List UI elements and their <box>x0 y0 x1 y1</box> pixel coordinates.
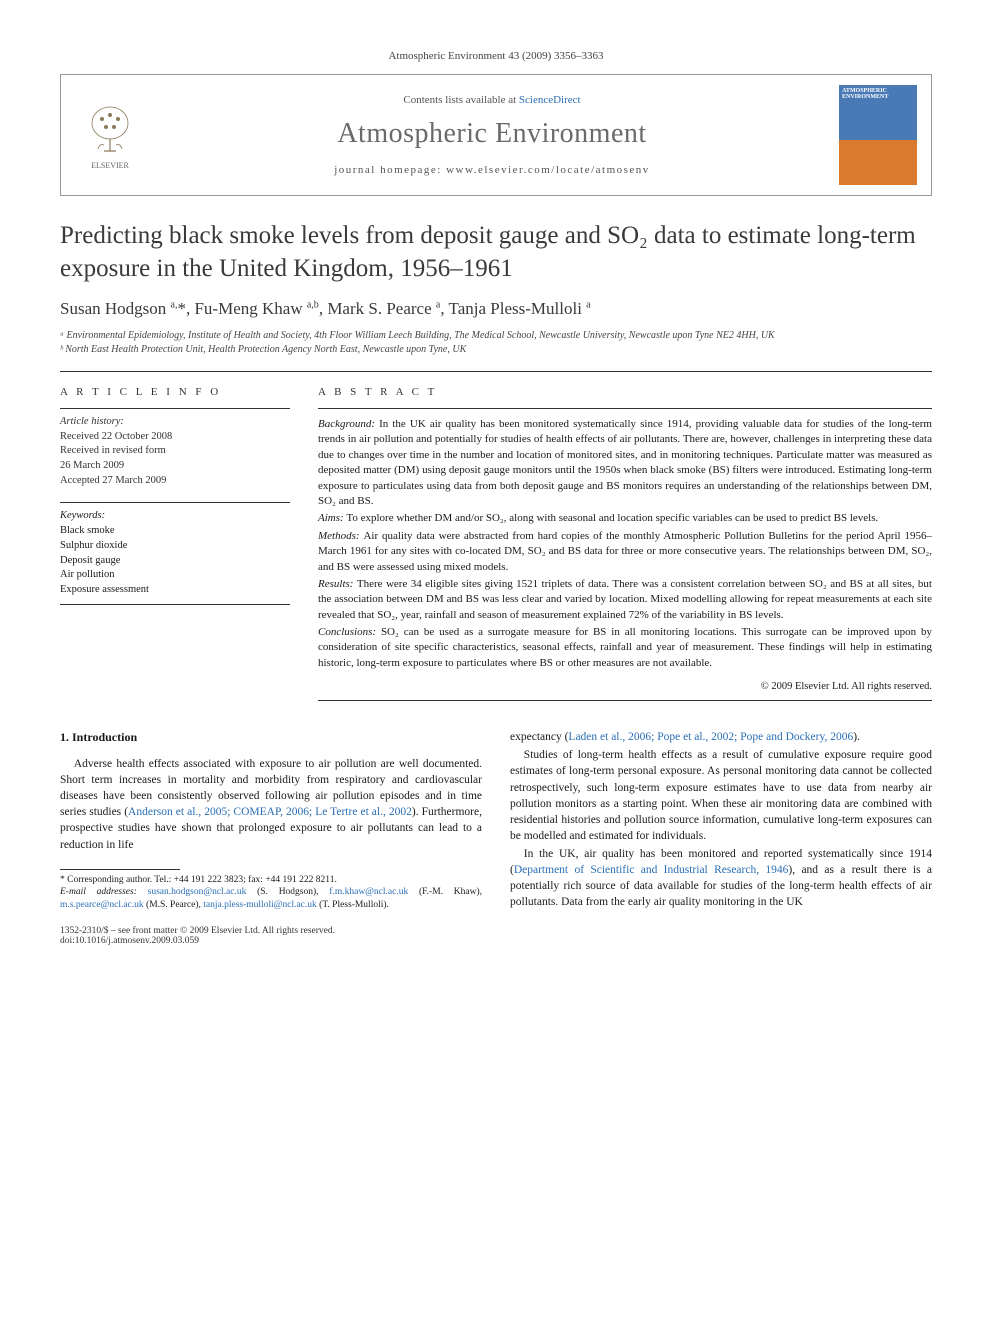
elsevier-tree-icon <box>80 101 140 161</box>
citation-text: Atmospheric Environment 43 (2009) 3356–3… <box>388 50 603 62</box>
keywords-head: Keywords: <box>60 509 290 524</box>
email-addresses: E-mail addresses: susan.hodgson@ncl.ac.u… <box>60 886 482 912</box>
keyword: Exposure assessment <box>60 583 290 598</box>
journal-cover-thumb: ATMOSPHERIC ENVIRONMENT <box>839 85 917 185</box>
sciencedirect-link[interactable]: ScienceDirect <box>519 94 581 106</box>
footer-block: 1352-2310/$ – see front matter © 2009 El… <box>60 926 932 946</box>
publisher-name: ELSEVIER <box>91 161 129 170</box>
history-line: Accepted 27 March 2009 <box>60 474 290 489</box>
journal-header-box: ELSEVIER Contents lists available at Sci… <box>60 74 932 196</box>
body-two-column: 1. Introduction Adverse health effects a… <box>60 729 932 912</box>
keyword: Black smoke <box>60 524 290 539</box>
corresponding-author: * Corresponding author. Tel.: +44 191 22… <box>60 874 482 887</box>
footnotes: * Corresponding author. Tel.: +44 191 22… <box>60 874 482 912</box>
affiliations: ᵃ Environmental Epidemiology, Institute … <box>60 329 932 357</box>
section-heading: 1. Introduction <box>60 729 482 746</box>
contents-line: Contents lists available at ScienceDirec… <box>161 94 823 106</box>
article-info-label: A R T I C L E I N F O <box>60 386 290 398</box>
body-col-left: 1. Introduction Adverse health effects a… <box>60 729 482 912</box>
affiliation: ᵇ North East Health Protection Unit, Hea… <box>60 343 932 357</box>
body-paragraph: Adverse health effects associated with e… <box>60 756 482 853</box>
homepage-line: journal homepage: www.elsevier.com/locat… <box>161 164 823 176</box>
affiliation: ᵃ Environmental Epidemiology, Institute … <box>60 329 932 343</box>
doi-line: doi:10.1016/j.atmosenv.2009.03.059 <box>60 936 932 946</box>
body-col-right: expectancy (Laden et al., 2006; Pope et … <box>510 729 932 912</box>
keywords-block: Keywords: Black smoke Sulphur dioxide De… <box>60 502 290 604</box>
article-title: Predicting black smoke levels from depos… <box>60 220 932 285</box>
keyword: Deposit gauge <box>60 554 290 569</box>
running-head: Atmospheric Environment 43 (2009) 3356–3… <box>60 50 932 62</box>
divider <box>60 371 932 372</box>
keyword: Air pollution <box>60 568 290 583</box>
history-line: 26 March 2009 <box>60 459 290 474</box>
elsevier-logo: ELSEVIER <box>75 95 145 175</box>
history-line: Received 22 October 2008 <box>60 430 290 445</box>
history-head: Article history: <box>60 415 290 430</box>
author-list: Susan Hodgson a,*, Fu-Meng Khaw a,b, Mar… <box>60 299 932 319</box>
article-info-column: A R T I C L E I N F O Article history: R… <box>60 386 290 701</box>
copyright-line: © 2009 Elsevier Ltd. All rights reserved… <box>318 681 932 701</box>
keyword: Sulphur dioxide <box>60 539 290 554</box>
abstract-column: A B S T R A C T Background: In the UK ai… <box>318 386 932 701</box>
body-paragraph: Studies of long-term health effects as a… <box>510 747 932 844</box>
abstract-body: Background: In the UK air quality has be… <box>318 408 932 671</box>
body-paragraph: expectancy (Laden et al., 2006; Pope et … <box>510 729 932 745</box>
article-history: Article history: Received 22 October 200… <box>60 408 290 488</box>
journal-name: Atmospheric Environment <box>161 118 823 150</box>
issn-line: 1352-2310/$ – see front matter © 2009 El… <box>60 926 932 936</box>
abstract-label: A B S T R A C T <box>318 386 932 398</box>
body-paragraph: In the UK, air quality has been monitore… <box>510 846 932 910</box>
footnote-separator <box>60 869 180 870</box>
header-center: Contents lists available at ScienceDirec… <box>161 94 823 176</box>
homepage-url: www.elsevier.com/locate/atmosenv <box>446 164 650 176</box>
history-line: Received in revised form <box>60 444 290 459</box>
